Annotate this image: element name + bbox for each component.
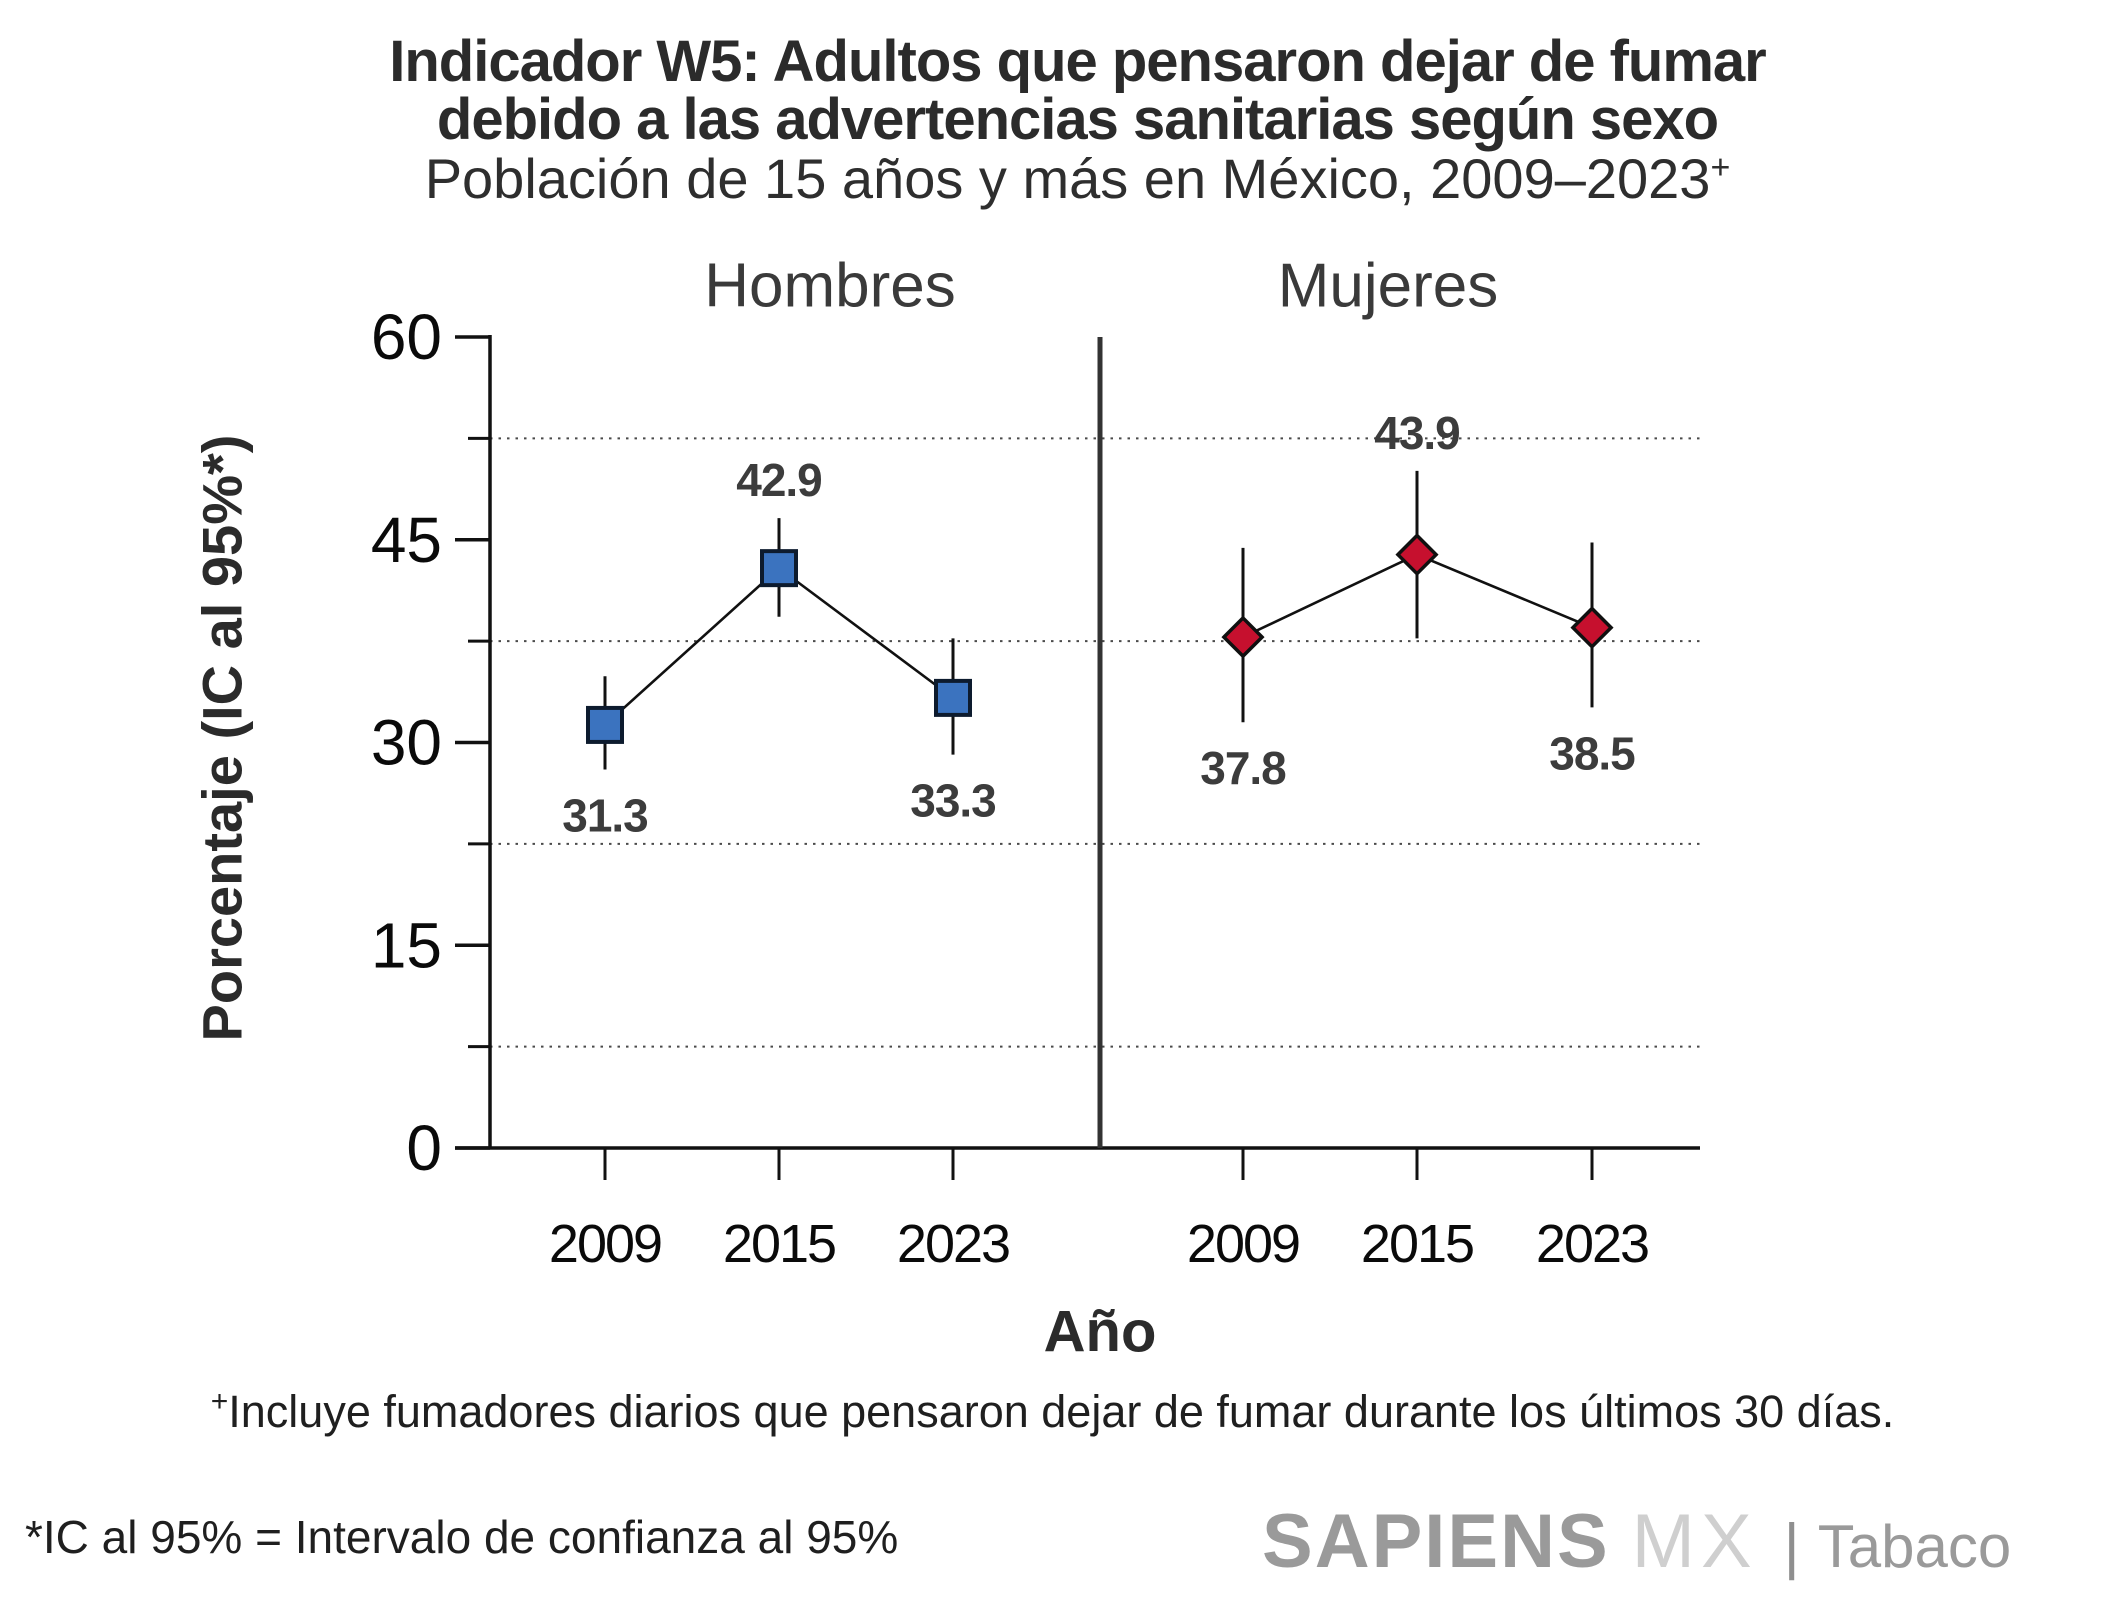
x-tick-label: 2009 (549, 1214, 661, 1274)
x-tick-label: 2023 (897, 1214, 1009, 1274)
logo-sapiens: SAPIENS (1262, 1499, 1610, 1584)
y-tick-label: 30 (371, 707, 442, 779)
panel-label-hombres: Hombres (704, 251, 956, 321)
data-point-marker-diamond (1570, 606, 1614, 650)
x-tick-label: 2023 (1536, 1214, 1648, 1274)
data-point-marker-diamond (1395, 533, 1439, 577)
data-point-value-label: 33.3 (910, 775, 996, 827)
data-point-value-label: 42.9 (736, 454, 822, 506)
y-tick-label: 60 (371, 301, 442, 373)
footnote-superscript: + (210, 1385, 229, 1418)
data-point-marker-diamond (1221, 615, 1265, 659)
data-point-marker-square (934, 678, 972, 717)
logo-separator: | (1783, 1512, 1800, 1581)
x-axis-title: Año (1043, 1299, 1157, 1365)
logo-tabaco: Tabaco (1817, 1513, 2012, 1580)
y-tick-label: 0 (406, 1112, 442, 1184)
data-point-value-label: 37.8 (1200, 742, 1286, 794)
footnote-inclusion: +Incluye fumadores diarios que pensaron … (0, 1386, 2105, 1438)
subtitle-superscript: + (1710, 148, 1731, 187)
subtitle-text: Población de 15 años y más en México, 20… (424, 147, 1711, 210)
data-point-marker-square (586, 705, 624, 744)
data-point-value-label: 43.9 (1374, 407, 1460, 459)
chart-subtitle: Población de 15 años y más en México, 20… (25, 146, 2105, 211)
y-tick-label: 45 (371, 504, 442, 576)
footnote-ci-definition: *IC al 95% = Intervalo de confianza al 9… (25, 1511, 899, 1563)
x-tick-label: 2015 (1361, 1214, 1473, 1274)
x-tick-label: 2015 (723, 1214, 835, 1274)
x-tick-label: 2009 (1187, 1214, 1299, 1274)
brand-logo: SAPIENS MX | Tabaco (1262, 1498, 2011, 1585)
y-tick-label: 15 (371, 909, 442, 981)
data-point-marker-square (760, 549, 798, 588)
logo-mx: MX (1631, 1499, 1758, 1584)
footnote-text: Incluye fumadores diarios que pensaron d… (228, 1386, 1895, 1437)
chart-title-line1: Indicador W5: Adultos que pensaron dejar… (389, 29, 1766, 94)
data-point-value-label: 38.5 (1549, 727, 1635, 779)
chart-title-line2: debido a las advertencias sanitarias seg… (436, 87, 1719, 152)
data-point-value-label: 31.3 (562, 790, 648, 842)
panel-label-mujeres: Mujeres (1277, 251, 1499, 321)
